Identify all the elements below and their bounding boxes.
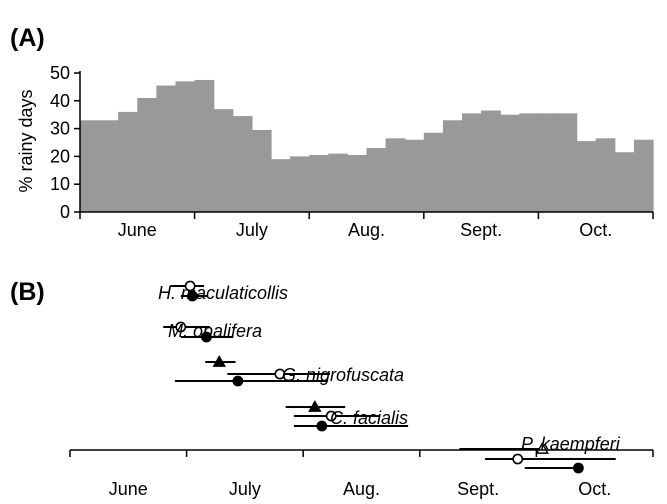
rainy-days-bar [194, 79, 215, 212]
rainy-days-bar [366, 148, 387, 212]
rainy-days-bar [309, 155, 329, 212]
month-label: July [236, 220, 268, 240]
filled-circle-marker [187, 290, 198, 302]
species-ranges-chart: H. maculaticollis M. opalifera G. nigrofus… [69, 280, 654, 499]
filled-triangle-marker [212, 355, 226, 367]
month-label: Aug. [343, 479, 380, 499]
rainy-days-bar [519, 113, 539, 212]
species-label: G. nigrofuscata [282, 365, 404, 385]
species-label: P. kaempferi [521, 434, 621, 454]
rainy-days-bar [595, 138, 616, 212]
filled-circle-marker [316, 420, 328, 432]
species-row: G. nigrofuscata [174, 355, 404, 387]
rainy-days-bar [557, 113, 578, 212]
rainy-days-bar [481, 110, 501, 212]
rainy-days-bar [232, 116, 253, 212]
panel-b-label: (B) [10, 278, 45, 306]
month-label: Sept. [457, 479, 499, 499]
rainy-days-chart: 0 10 20 30 40 50 June July Aug. Sept. Oct. [50, 63, 654, 240]
rainy-days-bar [137, 98, 157, 212]
rainy-days-bar [385, 138, 406, 212]
species-label: H. maculaticollis [158, 283, 288, 303]
month-label: June [118, 220, 157, 240]
rainy-days-bar [404, 139, 425, 212]
species-label: M. opalifera [168, 321, 262, 341]
filled-circle-marker [232, 375, 244, 387]
species-row: H. maculaticollis [158, 280, 288, 303]
rainy-days-bar [271, 159, 291, 212]
species-row: P. kaempferi [459, 434, 621, 474]
month-label: July [229, 479, 261, 499]
rainy-days-bar [328, 153, 348, 212]
rainy-days-bar [538, 113, 559, 212]
month-label: June [109, 479, 148, 499]
rainy-days-bar [423, 132, 444, 212]
month-label: Oct. [578, 479, 611, 499]
y-tick-label: 40 [50, 91, 70, 111]
rainy-days-bar [118, 111, 138, 212]
month-label: Oct. [579, 220, 612, 240]
rainy-days-bar [576, 141, 597, 212]
rainy-days-bar [99, 120, 119, 212]
open-circle-marker [512, 453, 524, 465]
rainy-days-bar [80, 120, 100, 212]
rainy-days-bar [213, 109, 234, 212]
open-circle-marker [325, 410, 337, 422]
species-row: C. facialis [285, 400, 409, 432]
rainy-days-bar [614, 152, 635, 212]
open-circle-marker [184, 280, 196, 292]
rainy-days-bar [347, 155, 368, 212]
month-label: Sept. [460, 220, 502, 240]
y-tick-label: 10 [50, 174, 70, 194]
open-circle-marker [274, 368, 286, 380]
rainy-days-bar [633, 139, 654, 212]
month-label: Aug. [348, 220, 385, 240]
rainy-days-bar [290, 156, 310, 212]
species-row: M. opalifera [163, 321, 262, 343]
rainy-days-bar [156, 85, 177, 212]
panel-a-ylabel: % rainy days [16, 89, 36, 192]
y-tick-label: 50 [50, 63, 70, 83]
y-tick-label: 0 [60, 202, 70, 222]
y-tick-label: 20 [50, 146, 70, 166]
panel-a-label: (A) [10, 24, 45, 52]
rainy-days-bar [500, 114, 520, 212]
filled-circle-marker [572, 462, 584, 474]
rainy-days-bar [442, 120, 463, 212]
rainy-days-bar [175, 81, 196, 212]
rainy-days-bar [251, 129, 272, 212]
open-circle-marker [175, 321, 187, 333]
filled-triangle-marker [308, 400, 322, 412]
rainy-days-bar [462, 113, 482, 212]
y-tick-label: 30 [50, 119, 70, 139]
filled-circle-marker [201, 331, 212, 343]
species-label: C. facialis [330, 408, 408, 428]
